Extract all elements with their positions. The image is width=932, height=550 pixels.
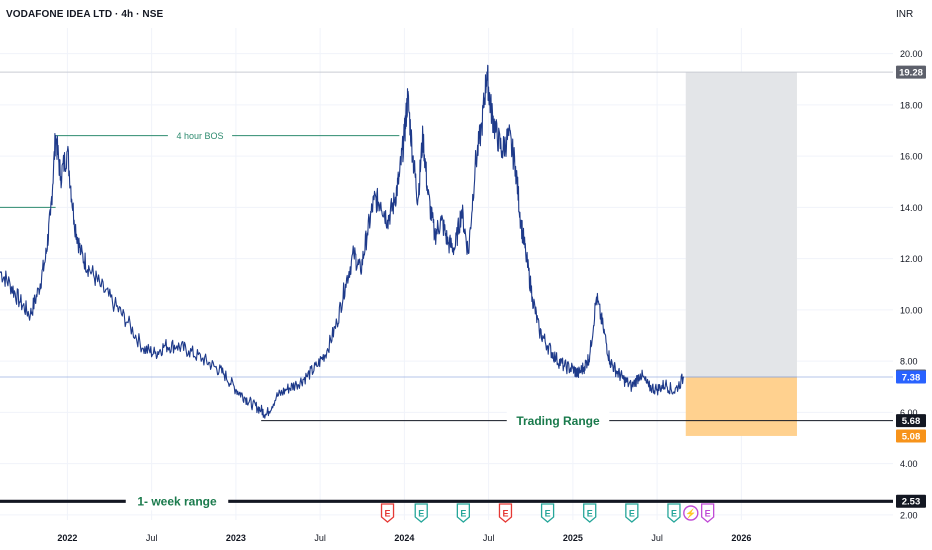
time-tick-label: 2026	[731, 533, 751, 543]
event-icon-glyph: E	[587, 508, 593, 518]
earnings-event-icon[interactable]	[625, 503, 639, 523]
price-tags: 19.287.427.385.685.082.53	[896, 65, 926, 508]
price-tick-label: 14.00	[900, 203, 923, 213]
price-tag-label: 5.68	[902, 416, 921, 427]
earnings-event-icon[interactable]	[583, 503, 597, 523]
week-range-label-bg	[125, 492, 229, 511]
price-tag	[896, 494, 926, 508]
time-tick-label: 2025	[563, 533, 583, 543]
event-icon-glyph: ⚡	[685, 507, 696, 519]
time-tick-label: 2022	[57, 533, 77, 543]
price-tag	[896, 65, 926, 79]
price-tick-label: 2.00	[900, 510, 918, 520]
price-line	[0, 64, 685, 419]
event-icon-glyph: E	[629, 508, 635, 518]
event-icon-glyph: E	[418, 508, 424, 518]
trading-range-label: Trading Range	[516, 414, 600, 428]
price-axis[interactable]: 2.00 4.00 6.00 8.00 10.00 12.00 14.00 16.00 18.0…	[900, 49, 923, 520]
event-icon-glyph: E	[545, 508, 551, 518]
earnings-event-icon[interactable]	[667, 503, 681, 523]
price-tick-label: 10.00	[900, 305, 923, 315]
annotation-labels: 4 hour BOS Trading Range 1- week range	[125, 128, 610, 511]
event-icon-glyph: E	[385, 508, 391, 518]
earnings-event-icon[interactable]	[701, 503, 715, 523]
price-tick-label: 20.00	[900, 49, 923, 59]
price-tag-label: 7.38	[902, 372, 921, 383]
time-tick-label: 2023	[226, 533, 246, 543]
earnings-event-icon[interactable]	[498, 503, 513, 523]
price-series	[0, 64, 685, 419]
price-tag	[896, 370, 926, 384]
price-tag-label: 19.28	[899, 67, 923, 78]
bos-label-bg	[167, 128, 233, 143]
week-range-label: 1- week range	[137, 494, 217, 508]
event-icon-glyph: E	[671, 508, 677, 518]
time-tick-label: Jul	[483, 533, 495, 543]
earnings-event-icon[interactable]	[540, 503, 555, 523]
price-tag-label: 5.08	[902, 431, 921, 442]
trading-range-label-bg	[506, 411, 610, 430]
currency-label[interactable]: INR	[896, 9, 914, 20]
price-tick-label: 12.00	[900, 254, 923, 264]
time-tick-label: Jul	[314, 533, 326, 543]
price-tick-label: 4.00	[900, 459, 918, 469]
price-tick-label: 16.00	[900, 152, 923, 162]
price-tick-label: 6.00	[900, 408, 918, 418]
chart-title: VODAFONE IDEA LTD · 4h · NSE	[6, 9, 164, 20]
event-icon-glyph: E	[502, 508, 508, 518]
time-tick-label: Jul	[146, 533, 158, 543]
earnings-event-icon[interactable]	[456, 503, 470, 523]
event-markers[interactable]: E E E E E E E E ⚡ E	[380, 503, 715, 523]
position-zones[interactable]	[685, 72, 797, 436]
time-axis[interactable]: 2022 Jul 2023 Jul 2024 Jul 2025 Jul 2026	[57, 533, 751, 543]
time-tick-label: 2024	[394, 533, 414, 543]
bos-label: 4 hour BOS	[176, 131, 223, 141]
stop-zone[interactable]	[685, 377, 797, 436]
time-tick-label: Jul	[651, 533, 663, 543]
price-tag	[896, 429, 926, 443]
price-tag-label: 2.53	[902, 497, 921, 508]
earnings-event-icon[interactable]	[380, 503, 395, 523]
target-zone[interactable]	[685, 72, 797, 378]
event-icon-glyph: E	[460, 508, 466, 518]
price-tick-label: 18.00	[900, 100, 923, 110]
price-tag	[896, 414, 926, 428]
event-icon-glyph: E	[705, 508, 711, 518]
earnings-event-icon[interactable]	[414, 503, 428, 523]
split-event-icon[interactable]	[683, 505, 699, 521]
price-tick-label: 8.00	[900, 357, 918, 367]
